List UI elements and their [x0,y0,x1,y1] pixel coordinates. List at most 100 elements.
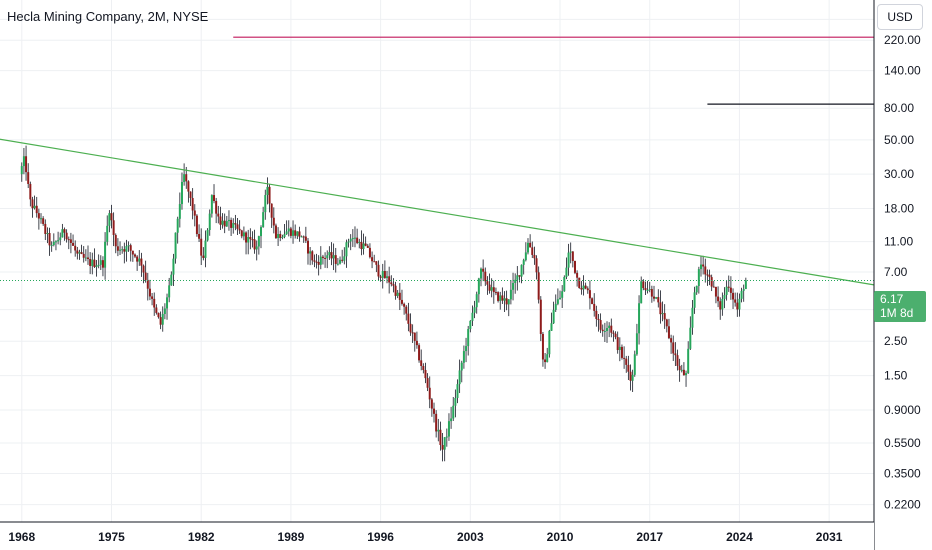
candle-body [129,245,132,251]
candle-body [695,286,698,293]
candle-body [264,194,267,213]
candle-body [665,319,668,327]
candle-body [531,247,534,255]
candle-body [727,286,730,288]
candle-body [533,254,536,259]
candle-body [537,272,540,300]
candle-body [176,218,179,233]
candle-body [255,246,258,250]
candles-group [20,145,747,462]
candle-body [108,213,111,226]
candle-body [360,241,363,250]
candle-body [328,252,331,256]
candle-body [699,264,702,270]
candle-body [296,231,299,236]
candle-body [548,330,551,355]
candle-body [155,307,158,313]
candle-body [198,234,201,239]
candle-body [738,298,741,310]
candle-body [136,256,139,262]
candle-body [61,229,64,238]
candle-body [157,312,160,318]
candle-body [69,239,72,243]
candle-body [368,247,371,258]
candle-body [123,249,126,252]
candle-body [63,229,66,233]
candle-body [573,260,576,273]
candle-body [375,261,378,265]
candle-body [168,285,171,298]
candle-body [625,358,628,365]
candle-body [315,261,318,263]
candle-body [249,237,252,240]
candle-body [556,299,559,304]
candle-body [266,186,269,195]
candle-body [398,292,401,300]
candle-body [539,299,542,334]
candle-body [522,260,525,265]
candle-body [185,174,188,182]
candle-body [127,245,130,247]
candle-body [262,212,265,228]
candle-body [57,240,60,242]
candle-body [225,221,228,227]
candle-body [433,408,436,414]
y-tick-label: 7.00 [884,265,908,279]
candle-body [193,210,196,216]
candle-body [682,369,685,376]
candle-body [223,220,226,227]
candle-body [72,242,75,246]
candle-body [601,329,604,332]
candle-body [441,445,444,450]
candle-body [324,257,327,259]
candle-body [426,378,429,388]
candle-body [734,299,737,303]
candle-body [99,260,102,265]
candle-body [584,285,587,289]
candle-body [518,275,521,277]
candle-body [663,313,666,320]
candle-body [172,258,175,275]
candle-body [33,205,36,209]
candle-body [285,231,288,235]
candle-body [428,387,431,400]
candle-body [379,276,382,278]
candle-body [121,249,124,251]
candle-body [148,288,151,297]
candle-body [635,333,638,355]
candle-body [509,289,512,300]
candle-body [458,370,461,385]
candle-body [614,333,617,338]
candle-body [180,181,183,205]
candle-body [270,203,273,218]
candle-body [364,243,367,246]
candle-body [723,294,726,299]
candle-body [424,369,427,379]
candle-body [443,437,446,450]
candle-body [362,243,365,250]
candle-body [618,346,621,351]
candle-body [351,238,354,240]
candle-body [591,298,594,304]
candle-body [95,265,98,267]
candle-body [514,279,517,283]
candle-body [82,253,85,258]
candle-body [332,255,335,259]
candle-body [304,236,307,241]
candle-body [638,303,641,334]
candle-body [693,292,696,308]
candle-body [341,259,344,261]
candle-body [106,225,109,242]
candle-body [640,281,643,304]
candle-body [740,290,743,299]
candle-body [541,333,544,360]
candle-body [59,237,62,241]
candle-body [86,257,89,259]
candle-body [219,216,222,225]
candle-body [166,297,169,309]
candle-body [93,259,96,267]
candle-body [386,276,389,278]
candle-body [471,312,474,321]
currency-button[interactable]: USD [877,4,923,30]
